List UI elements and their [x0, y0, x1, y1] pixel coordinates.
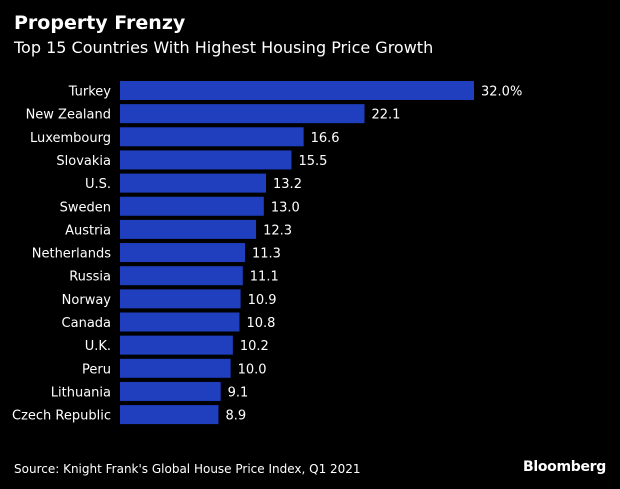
- value-label-u-k: 10.2: [240, 339, 269, 354]
- chart-subtitle: Top 15 Countries With Highest Housing Pr…: [14, 38, 434, 57]
- category-label-netherlands: Netherlands: [32, 247, 111, 262]
- category-label-sweden: Sweden: [60, 200, 111, 215]
- category-label-lithuania: Lithuania: [51, 385, 111, 400]
- value-label-slovakia: 15.5: [298, 154, 327, 169]
- source-note: Source: Knight Frank's Global House Pric…: [14, 462, 361, 476]
- value-label-netherlands: 11.3: [252, 247, 281, 262]
- category-label-russia: Russia: [69, 270, 111, 285]
- bar-canada: [120, 312, 240, 332]
- category-label-slovakia: Slovakia: [56, 154, 111, 169]
- bar-u-s: [120, 173, 267, 193]
- value-label-u-s: 13.2: [273, 177, 302, 192]
- category-label-u-s: U.S.: [85, 177, 111, 192]
- value-label-peru: 10.0: [238, 362, 267, 377]
- category-label-luxembourg: Luxembourg: [30, 131, 111, 146]
- category-label-u-k: U.K.: [85, 339, 111, 354]
- value-label-austria: 12.3: [263, 223, 292, 238]
- value-label-sweden: 13.0: [271, 200, 300, 215]
- bar-norway: [120, 289, 241, 309]
- bar-slovakia: [120, 150, 292, 170]
- value-label-luxembourg: 16.6: [311, 131, 340, 146]
- category-label-turkey: Turkey: [68, 85, 112, 100]
- category-label-canada: Canada: [62, 316, 111, 331]
- bar-u-k: [120, 335, 233, 355]
- bar-sweden: [120, 196, 264, 216]
- value-label-lithuania: 9.1: [228, 385, 249, 400]
- bar-new-zealand: [120, 104, 365, 124]
- value-label-new-zealand: 22.1: [371, 108, 400, 123]
- value-label-norway: 10.9: [248, 293, 277, 308]
- category-label-austria: Austria: [65, 223, 111, 238]
- value-label-canada: 10.8: [246, 316, 275, 331]
- chart-title: Property Frenzy: [14, 12, 186, 34]
- category-label-norway: Norway: [62, 293, 112, 308]
- bar-peru: [120, 358, 231, 378]
- bar-turkey: [120, 81, 474, 100]
- bloomberg-logo: Bloomberg: [522, 459, 606, 475]
- category-label-czech-republic: Czech Republic: [12, 409, 111, 424]
- category-label-peru: Peru: [82, 362, 111, 377]
- bar-lithuania: [120, 381, 221, 401]
- value-label-turkey: 32.0%: [481, 85, 522, 100]
- bar-czech-republic: [120, 405, 219, 425]
- value-label-russia: 11.1: [250, 270, 279, 285]
- bar-luxembourg: [120, 127, 304, 147]
- category-label-new-zealand: New Zealand: [26, 108, 111, 123]
- bar-russia: [120, 266, 243, 286]
- bar-netherlands: [120, 243, 246, 263]
- bar-austria: [120, 219, 257, 239]
- value-label-czech-republic: 8.9: [225, 409, 246, 424]
